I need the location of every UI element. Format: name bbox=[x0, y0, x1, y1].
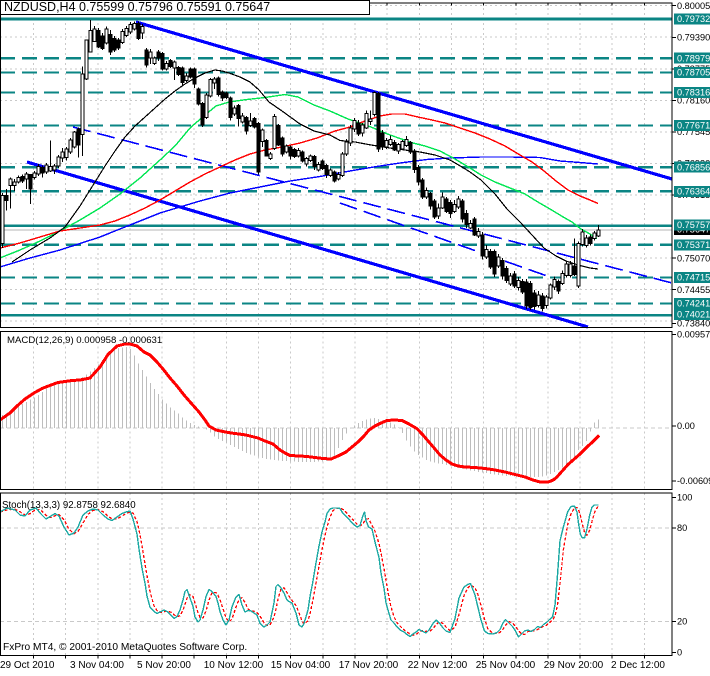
svg-text:0.78316: 0.78316 bbox=[677, 88, 710, 98]
svg-text:0.79732: 0.79732 bbox=[677, 14, 710, 24]
svg-text:0.78979: 0.78979 bbox=[677, 53, 710, 63]
svg-text:-0.00609: -0.00609 bbox=[677, 476, 710, 486]
svg-text:0.78705: 0.78705 bbox=[677, 68, 710, 78]
svg-text:15 Nov 04:00: 15 Nov 04:00 bbox=[271, 660, 331, 671]
svg-text:17 Nov 20:00: 17 Nov 20:00 bbox=[339, 660, 399, 671]
svg-text:0.74455: 0.74455 bbox=[677, 285, 710, 295]
svg-text:0.77671: 0.77671 bbox=[677, 121, 710, 131]
svg-text:0.76856: 0.76856 bbox=[677, 162, 710, 172]
svg-text:0.77545: 0.77545 bbox=[677, 127, 710, 137]
svg-text:0.75070: 0.75070 bbox=[677, 253, 710, 263]
svg-text:0.00957: 0.00957 bbox=[677, 330, 710, 340]
svg-text:3 Nov 04:00: 3 Nov 04:00 bbox=[70, 660, 124, 671]
svg-text:NZDUSD,H4 0.75599 0.75796 0.7: NZDUSD,H4 0.75599 0.75796 0.75591 0.7564… bbox=[4, 0, 270, 14]
svg-text:29 Oct 2010: 29 Oct 2010 bbox=[0, 660, 55, 671]
svg-text:0.76364: 0.76364 bbox=[677, 187, 710, 197]
svg-text:Stoch(13,3,3) 92.8758 92.6840: Stoch(13,3,3) 92.8758 92.6840 bbox=[2, 500, 136, 511]
svg-text:25 Nov 04:00: 25 Nov 04:00 bbox=[476, 660, 536, 671]
svg-text:0: 0 bbox=[677, 648, 682, 658]
svg-text:FxPro MT4, © 2001-2010 MetaQuo: FxPro MT4, © 2001-2010 MetaQuotes Softwa… bbox=[3, 642, 247, 653]
svg-text:100: 100 bbox=[677, 493, 692, 503]
svg-text:0.80005: 0.80005 bbox=[677, 1, 710, 11]
svg-text:0.73840: 0.73840 bbox=[677, 319, 710, 329]
svg-text:29 Nov 20:00: 29 Nov 20:00 bbox=[544, 660, 604, 671]
svg-text:MACD(12,26,9) 0.000958 -0.0006: MACD(12,26,9) 0.000958 -0.000631 bbox=[7, 335, 162, 346]
svg-text:0.75371: 0.75371 bbox=[677, 240, 710, 250]
svg-text:5 Nov 20:00: 5 Nov 20:00 bbox=[137, 660, 191, 671]
svg-text:80: 80 bbox=[677, 523, 687, 533]
svg-text:0.00: 0.00 bbox=[677, 421, 695, 431]
svg-text:2 Dec 12:00: 2 Dec 12:00 bbox=[611, 660, 665, 671]
svg-text:0.79390: 0.79390 bbox=[677, 33, 710, 43]
svg-text:0.74241: 0.74241 bbox=[677, 299, 710, 309]
svg-text:20: 20 bbox=[677, 617, 687, 627]
svg-text:10 Nov 12:00: 10 Nov 12:00 bbox=[204, 660, 264, 671]
svg-text:0.75757: 0.75757 bbox=[677, 220, 710, 230]
svg-text:22 Nov 12:00: 22 Nov 12:00 bbox=[408, 660, 468, 671]
svg-text:0.74715: 0.74715 bbox=[677, 273, 710, 283]
svg-text:0.74021: 0.74021 bbox=[677, 310, 710, 320]
svg-text:0.78160: 0.78160 bbox=[677, 96, 710, 106]
